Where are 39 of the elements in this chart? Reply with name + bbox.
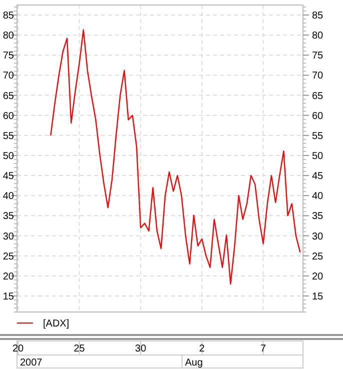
y2-tick-label: 15 — [312, 291, 324, 302]
x-tick-label: 20 — [12, 344, 24, 354]
y-tick-label: 55 — [2, 130, 14, 142]
x-tick-label: 7 — [260, 344, 266, 354]
y-tick-label: 60 — [2, 110, 14, 122]
y2-tick-label: 30 — [312, 231, 324, 242]
y2-tick-label: 70 — [312, 70, 324, 82]
y-tick-label: 25 — [2, 251, 14, 262]
legend-label: [ADX] — [43, 318, 70, 330]
y2-tick-label: 75 — [312, 50, 324, 62]
text: Aug — [185, 358, 203, 368]
x-tick-label: 30 — [135, 344, 147, 354]
y2-tick-label: 85 — [312, 10, 324, 22]
y2-tick-label: 60 — [312, 110, 324, 122]
y2-tick-label: 50 — [312, 150, 324, 162]
y-tick-label: 40 — [2, 191, 14, 202]
y2-tick-label: 45 — [312, 171, 324, 182]
y-tick-label: 70 — [2, 70, 14, 82]
y-tick-label: 30 — [2, 231, 14, 242]
y-tick-label: 35 — [2, 211, 14, 222]
y-tick-label: 80 — [2, 30, 14, 42]
y2-tick-label: 55 — [312, 130, 324, 142]
y-tick-label: 15 — [2, 291, 14, 302]
y-tick-label: 20 — [2, 271, 14, 282]
line-series — [50, 29, 301, 285]
y2-tick-label: 20 — [312, 271, 324, 282]
text: 2007 — [20, 358, 43, 368]
y-tick-label: 45 — [2, 171, 14, 182]
y2-tick-label: 25 — [312, 251, 324, 262]
y2-tick-label: 80 — [312, 30, 324, 42]
y2-tick-label: 65 — [312, 90, 324, 102]
y2-tick-label: 40 — [312, 191, 324, 202]
y-tick-label: 75 — [2, 50, 14, 62]
y2-tick-label: 35 — [312, 211, 324, 222]
x-tick-label: 25 — [74, 344, 86, 354]
y-tick-label: 50 — [2, 150, 14, 162]
y-tick-label: 85 — [2, 10, 14, 22]
x-tick-label: 2 — [199, 344, 206, 354]
y-tick-label: 65 — [2, 90, 14, 102]
